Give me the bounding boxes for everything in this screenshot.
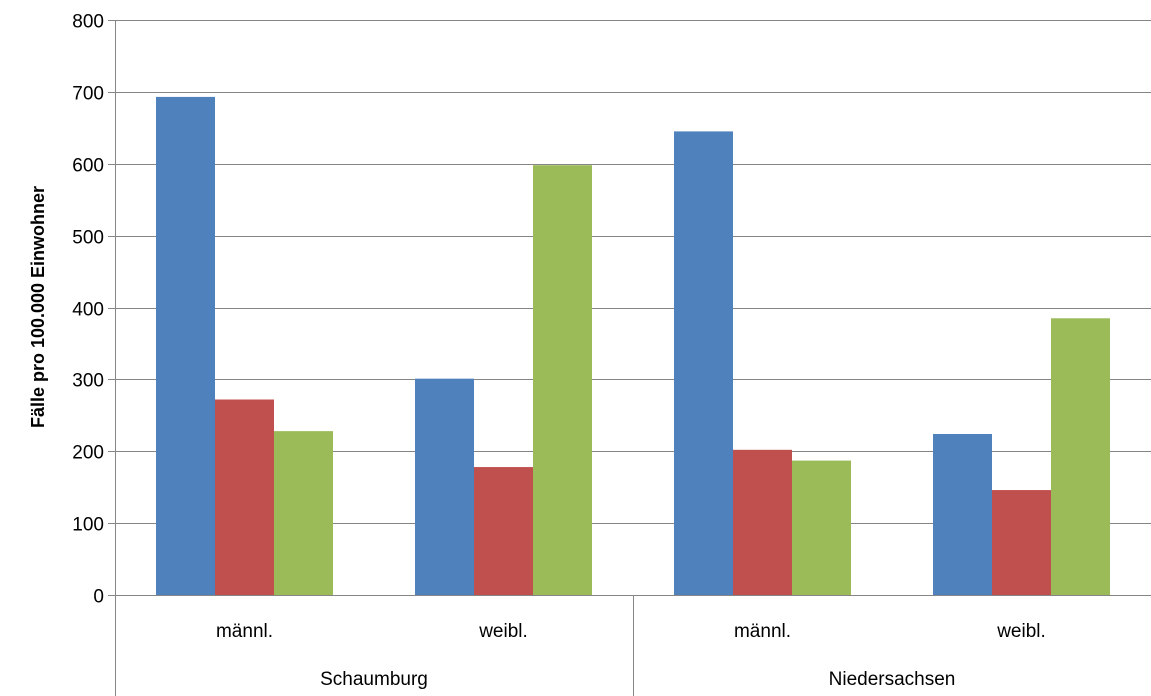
bar [674,131,733,595]
y-tick-label: 400 [72,300,104,321]
x-category-label: männl. [734,621,791,642]
bar [215,399,274,595]
bar [274,431,333,595]
y-tick-label: 0 [93,587,104,608]
y-tick-label: 700 [72,84,104,105]
y-tick-labels: 0 100 200 300 400 500 600 700 800 [72,12,104,608]
y-tick-label: 100 [72,515,104,536]
y-tick-label: 300 [72,371,104,392]
bar [1051,318,1110,595]
x-category-label: männl. [216,621,273,642]
x-category-label: weibl. [478,621,528,642]
bar [992,490,1051,595]
x-category-label: weibl. [996,621,1046,642]
y-tick-label: 500 [72,228,104,249]
bar [156,96,215,595]
y-tick-label: 800 [72,12,104,33]
bar [733,449,792,595]
bar [474,467,533,595]
bars [156,96,1110,595]
y-tick-label: 200 [72,443,104,464]
bar [415,378,474,595]
x-category-labels: männl. weibl. männl. weibl. Schaumburg Nieder… [216,621,1046,690]
y-axis-label: Fälle pro 100.000 Einwohner [28,186,48,428]
bar [792,460,851,595]
bar [533,165,592,595]
axes [108,20,1151,696]
x-group-label: Niedersachsen [829,669,956,690]
bar [933,434,992,595]
y-tick-label: 600 [72,156,104,177]
x-group-label: Schaumburg [320,669,428,690]
